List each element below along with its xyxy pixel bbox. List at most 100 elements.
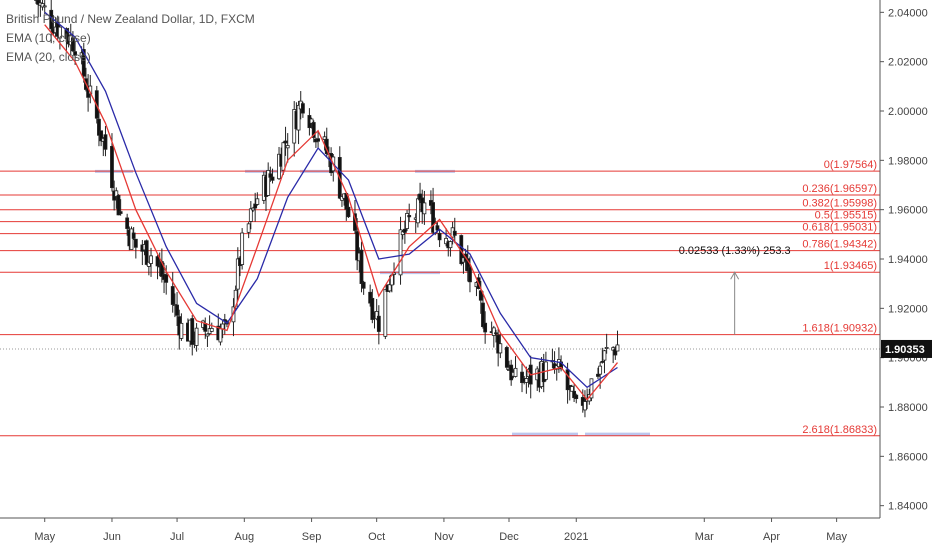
ema-slow-label: EMA (20, close) xyxy=(6,50,91,64)
candle-body xyxy=(36,0,41,5)
candle-body xyxy=(131,232,136,239)
fib-level-label: 0.382(1.95998) xyxy=(802,198,877,210)
candle-body xyxy=(481,302,485,328)
candle-body xyxy=(251,207,255,211)
price-tick-label: 2.00000 xyxy=(888,106,928,118)
candle-body xyxy=(435,225,440,231)
candle-body xyxy=(81,49,86,77)
fib-level-label: 0.236(1.96597) xyxy=(802,183,877,195)
candle-body xyxy=(402,228,407,233)
candle-body xyxy=(73,51,77,56)
time-tick-label: Apr xyxy=(763,531,780,543)
candle-body xyxy=(415,198,420,224)
candle-body xyxy=(300,103,305,114)
candle-body xyxy=(513,367,518,377)
candle-body xyxy=(246,223,251,233)
candle-body xyxy=(149,255,153,264)
candle-body xyxy=(589,378,594,399)
candle-body xyxy=(270,176,275,181)
time-tick-label: May xyxy=(34,531,55,543)
candle-body xyxy=(155,256,160,267)
price-tick-label: 2.02000 xyxy=(888,57,928,69)
measure-label: 0.02533 (1.33%) 253.3 xyxy=(679,245,791,257)
candle-body xyxy=(240,232,245,265)
candle-body xyxy=(359,249,364,284)
candle-body xyxy=(235,258,240,290)
candle-body xyxy=(478,290,483,301)
candle-body xyxy=(494,332,498,335)
candle-body xyxy=(125,217,130,229)
candle-body xyxy=(383,289,388,337)
candle-body xyxy=(465,258,470,272)
time-tick-label: 2021 xyxy=(564,531,588,543)
candle-body xyxy=(600,361,605,363)
candle-body xyxy=(444,237,448,245)
candle-body xyxy=(524,378,529,383)
candle-body xyxy=(194,327,199,346)
candle-body xyxy=(281,142,286,171)
candle-body xyxy=(602,350,607,361)
candle-body xyxy=(346,206,351,218)
candle-body xyxy=(368,291,373,304)
fib-level-label: 1.618(1.90932) xyxy=(802,323,877,335)
time-tick-label: Nov xyxy=(434,531,454,543)
ema-fast-line xyxy=(44,24,619,401)
candle-body xyxy=(203,323,208,332)
candle-body xyxy=(170,286,175,305)
candle-body xyxy=(448,241,453,249)
candle-body xyxy=(596,373,600,377)
measure-arrow xyxy=(730,271,740,280)
candle-body xyxy=(218,328,223,343)
candle-body xyxy=(376,315,381,332)
candle-body xyxy=(355,231,360,261)
ema-fast-label: EMA (10, close) xyxy=(6,31,91,45)
candle-body xyxy=(248,208,253,222)
fib-level-label: 0(1.97564) xyxy=(824,159,877,171)
candle-body xyxy=(316,138,320,142)
candle-body xyxy=(468,266,472,283)
last-price-tag xyxy=(881,339,932,358)
time-tick-label: Oct xyxy=(368,531,385,543)
chart-legend: British Pound / New Zealand Dollar, 1D, … xyxy=(6,10,255,67)
candle-body xyxy=(613,348,618,356)
candle-body xyxy=(322,136,327,140)
fib-level-label: 0.786(1.94342) xyxy=(802,239,877,251)
candle-body xyxy=(504,347,509,368)
price-tick-label: 1.94000 xyxy=(888,254,928,266)
candle-body xyxy=(491,327,496,336)
symbol-title: British Pound / New Zealand Dollar, 1D, … xyxy=(6,12,255,26)
candle-body xyxy=(387,284,392,292)
candle-body xyxy=(398,229,403,276)
candle-body xyxy=(266,170,271,196)
candle-body xyxy=(570,386,574,392)
candle-body xyxy=(452,230,457,236)
fib-level-label: 0.618(1.95031) xyxy=(802,222,877,234)
candle-body xyxy=(418,193,422,201)
candle-body xyxy=(97,118,101,136)
candle-body xyxy=(405,213,409,229)
time-tick-label: Dec xyxy=(499,531,519,543)
candle-body xyxy=(565,369,570,391)
candle-body xyxy=(133,238,138,248)
last-price-label: 1.90353 xyxy=(885,344,925,356)
candle-body xyxy=(572,390,577,399)
candle-body xyxy=(374,311,379,320)
price-tick-label: 1.88000 xyxy=(888,402,928,414)
candle-body xyxy=(255,198,260,205)
price-tick-label: 2.04000 xyxy=(888,7,928,19)
candle-body xyxy=(483,322,488,333)
candle-body xyxy=(253,203,258,209)
candle-body xyxy=(285,145,290,149)
time-tick-label: May xyxy=(826,531,847,543)
candle-body xyxy=(431,202,435,233)
candle-body xyxy=(574,394,579,400)
candle-body xyxy=(268,173,273,178)
fib-level-label: 2.618(1.86833) xyxy=(802,424,877,436)
candle-body xyxy=(283,140,288,144)
time-tick-label: Jul xyxy=(170,531,184,543)
candle-body xyxy=(103,134,108,150)
candle-body xyxy=(118,211,123,214)
time-tick-label: Aug xyxy=(235,531,255,543)
